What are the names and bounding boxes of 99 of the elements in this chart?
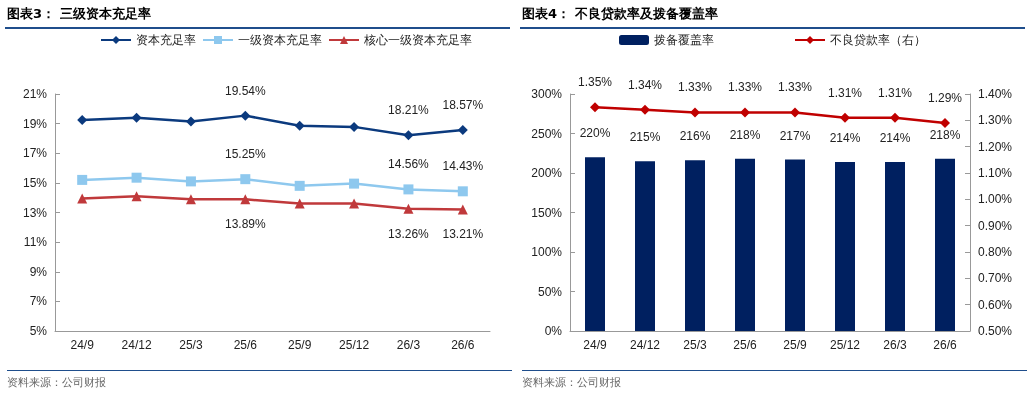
y-tick-label: 21% bbox=[22, 87, 48, 101]
text: 资料来源：公司财报 bbox=[522, 370, 1027, 390]
y2-tick-label: 0.60% bbox=[978, 297, 1013, 312]
y2-tick-label: 0.50% bbox=[978, 324, 1013, 338]
point bbox=[131, 191, 142, 202]
point bbox=[185, 176, 196, 187]
y-tick-label: 0% bbox=[544, 324, 563, 338]
data-label: 1.33% bbox=[727, 80, 763, 95]
point bbox=[77, 193, 88, 204]
y2-tick-label: 1.10% bbox=[978, 166, 1013, 180]
data-label: 218% bbox=[729, 127, 761, 142]
point bbox=[294, 198, 305, 209]
x-tick-label: 24/12 bbox=[121, 338, 152, 352]
x-tick-label: 25/9 bbox=[288, 338, 312, 352]
data-label: 218% bbox=[929, 127, 961, 142]
y-tick-label: 5% bbox=[29, 324, 48, 338]
data-label: 14.43% bbox=[442, 159, 484, 174]
y-tick-label: 7% bbox=[29, 294, 48, 309]
y-tick-label: 200% bbox=[531, 166, 563, 180]
x-tick-label: 25/12 bbox=[339, 338, 370, 352]
y-tick-label: 11% bbox=[23, 235, 48, 250]
point bbox=[240, 110, 251, 121]
y2-tick-label: 1.30% bbox=[978, 113, 1013, 128]
x-tick-label: 25/9 bbox=[783, 338, 807, 352]
data-label: 214% bbox=[879, 130, 911, 145]
point bbox=[77, 174, 88, 185]
y2-tick-label: 1.40% bbox=[978, 87, 1013, 101]
legend-label: 拨备覆盖率 bbox=[654, 33, 714, 47]
data-label: 18.57% bbox=[442, 97, 484, 112]
x-tick-label: 25/6 bbox=[733, 338, 757, 352]
point bbox=[403, 184, 414, 195]
y2-tick-label: 1.20% bbox=[978, 139, 1013, 154]
y2-tick-label: 0.90% bbox=[978, 218, 1013, 233]
point bbox=[294, 120, 305, 131]
y-tick-label: 9% bbox=[29, 264, 48, 279]
chart-title: 图表4： 不良贷款率及拨备覆盖率 bbox=[520, 0, 1025, 29]
y-tick-label: 17% bbox=[22, 146, 48, 161]
x-tick-label: 25/6 bbox=[233, 338, 258, 352]
data-label: 216% bbox=[679, 129, 711, 144]
y-tick-label: 19% bbox=[22, 116, 48, 131]
y-tick-label: 100% bbox=[531, 245, 563, 259]
point bbox=[457, 124, 468, 135]
point bbox=[403, 130, 414, 141]
x-tick-label: 24/12 bbox=[629, 338, 661, 352]
point bbox=[131, 112, 142, 123]
data-label: 13.26% bbox=[388, 226, 430, 241]
y2-tick-label: 0.70% bbox=[978, 271, 1013, 286]
legend-label: 不良贷款率（右） bbox=[830, 33, 926, 47]
y2-tick-label: 0.80% bbox=[978, 245, 1013, 259]
point bbox=[131, 172, 142, 183]
point bbox=[457, 186, 468, 197]
data-label: 13.89% bbox=[224, 217, 266, 232]
data-label: 15.25% bbox=[224, 147, 266, 162]
data-label: 220% bbox=[579, 126, 611, 141]
data-label: 19.54% bbox=[224, 83, 266, 98]
legend-label: 资本充足率 bbox=[136, 33, 196, 47]
point bbox=[349, 178, 360, 189]
point bbox=[294, 180, 305, 191]
point bbox=[185, 194, 196, 205]
data-label: 214% bbox=[829, 130, 861, 145]
x-tick-label: 25/12 bbox=[829, 338, 861, 352]
y-tick-label: 50% bbox=[537, 284, 563, 299]
x-tick-label: 26/3 bbox=[883, 338, 907, 352]
point bbox=[240, 194, 251, 205]
x-tick-label: 26/6 bbox=[451, 338, 475, 352]
x-tick-label: 24/9 bbox=[70, 338, 95, 352]
data-label: 13.21% bbox=[442, 227, 484, 242]
x-tick-label: 25/3 bbox=[179, 338, 203, 352]
data-label: 215% bbox=[629, 130, 661, 145]
point bbox=[240, 174, 251, 185]
point bbox=[403, 203, 414, 214]
point bbox=[185, 116, 196, 127]
point bbox=[457, 204, 468, 215]
x-tick-label: 26/3 bbox=[396, 338, 421, 352]
data-label: 1.31% bbox=[877, 85, 913, 100]
data-label: 1.31% bbox=[827, 85, 863, 100]
y2-tick-label: 1.00% bbox=[978, 192, 1013, 207]
point bbox=[349, 121, 360, 132]
data-label: 1.34% bbox=[627, 77, 663, 92]
legend-label: 一级资本充足率 bbox=[238, 33, 322, 47]
data-label: 217% bbox=[779, 128, 811, 143]
data-label: 1.33% bbox=[777, 80, 813, 95]
data-label: 1.35% bbox=[577, 75, 613, 90]
text: 资料来源：公司财报 bbox=[7, 370, 512, 390]
y-tick-label: 300% bbox=[531, 87, 563, 101]
legend-label: 核心一级资本充足率 bbox=[363, 33, 472, 47]
data-label: 18.21% bbox=[388, 103, 430, 118]
y-tick-label: 150% bbox=[531, 205, 563, 220]
x-tick-label: 26/6 bbox=[933, 338, 957, 352]
data-label: 14.56% bbox=[388, 157, 430, 172]
x-tick-label: 24/9 bbox=[583, 338, 607, 352]
chart-title: 图表3： 三级资本充足率 bbox=[5, 0, 510, 29]
y-tick-label: 13% bbox=[22, 205, 48, 220]
y-tick-label: 15% bbox=[22, 175, 48, 190]
data-label: 1.29% bbox=[927, 90, 963, 105]
y-tick-label: 250% bbox=[531, 126, 563, 141]
x-tick-label: 25/3 bbox=[683, 338, 707, 352]
data-label: 1.33% bbox=[677, 80, 713, 95]
point bbox=[349, 198, 360, 209]
